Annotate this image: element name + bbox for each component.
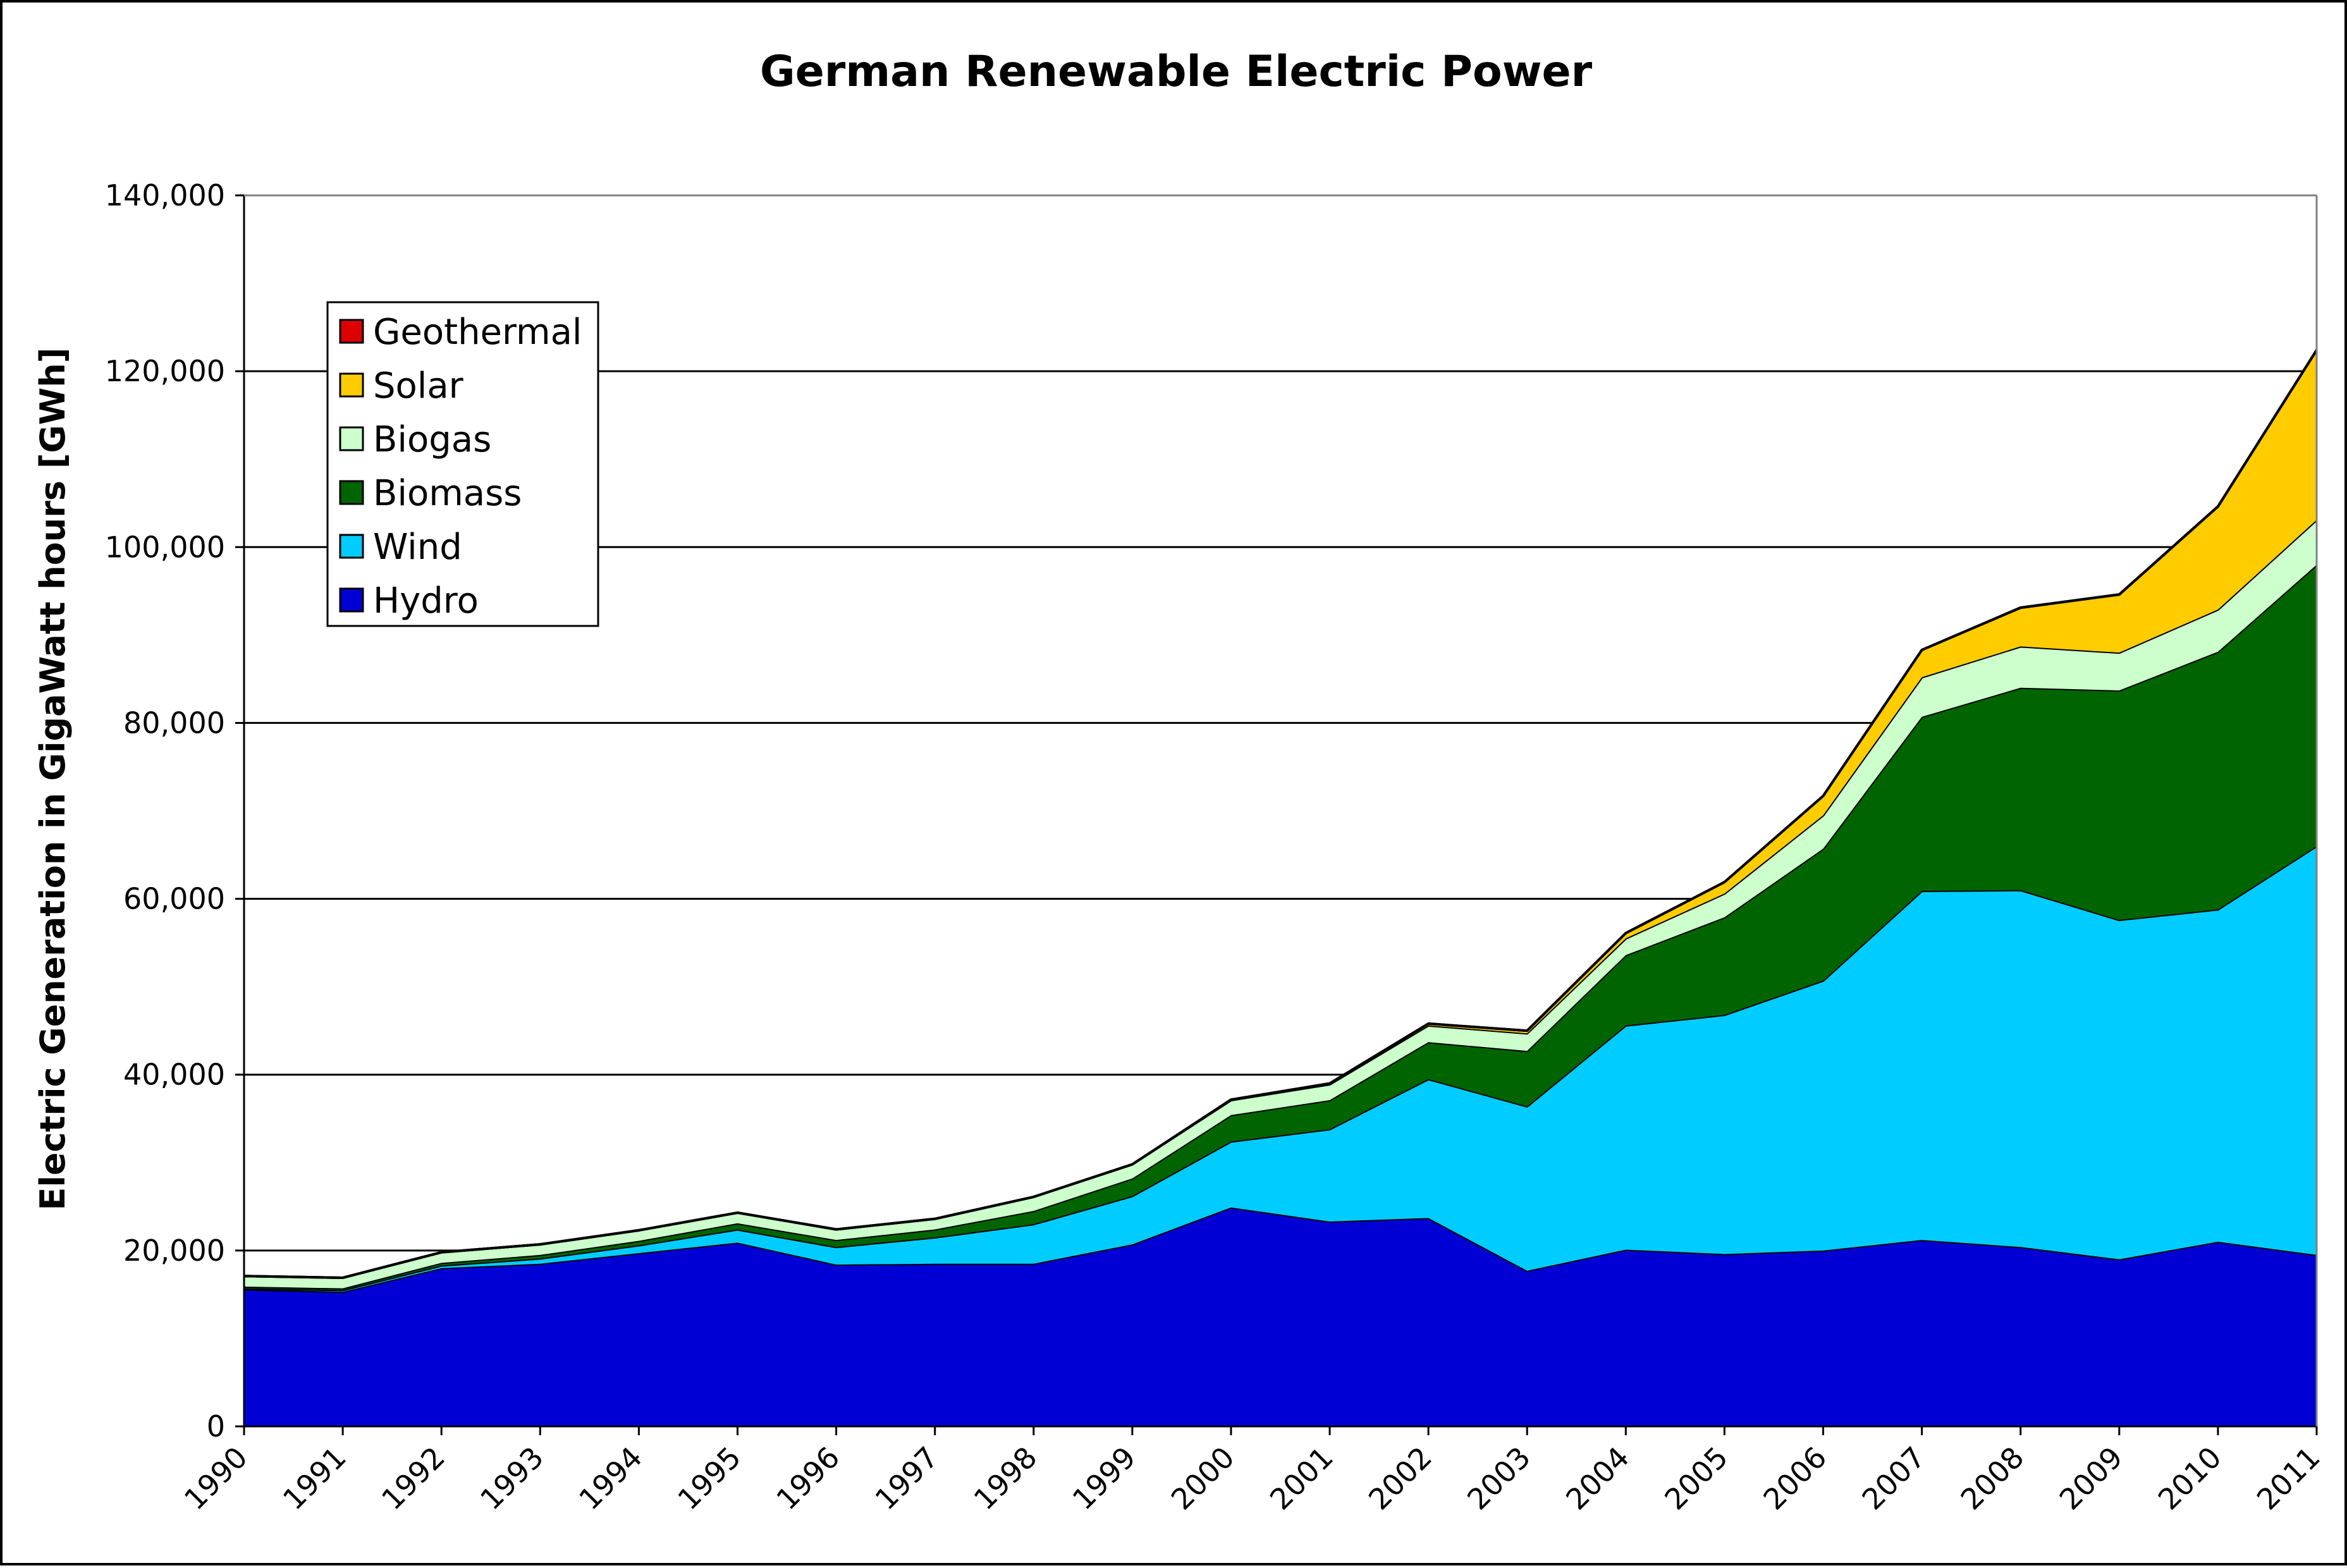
chart-title: German Renewable Electric Power <box>760 47 1593 97</box>
x-tick-label: 1999 <box>1066 1440 1143 1517</box>
legend: Geothermal Solar Biogas Biomass Wind Hydro <box>326 301 599 627</box>
x-tick-label: 1997 <box>868 1440 945 1517</box>
legend-swatch-biomass <box>339 480 364 505</box>
legend-label-hydro: Hydro <box>373 580 479 622</box>
y-tick-label: 40,000 <box>123 1058 225 1092</box>
x-tick-label: 2000 <box>1165 1440 1241 1517</box>
y-tick-label: 140,000 <box>105 178 225 212</box>
y-tick-label: 120,000 <box>105 354 225 388</box>
legend-label-solar: Solar <box>373 365 464 407</box>
series-outline-geothermal <box>243 349 2318 1279</box>
x-tick-label: 1998 <box>967 1440 1044 1517</box>
x-tick-label: 2007 <box>1855 1440 1932 1517</box>
legend-box <box>326 301 599 627</box>
y-tick-label: 60,000 <box>123 882 225 916</box>
x-tick-label: 2009 <box>2053 1440 2129 1517</box>
legend-swatch-solar <box>339 372 364 398</box>
y-tick-label: 0 <box>207 1409 225 1443</box>
x-tick-label: 1996 <box>769 1440 846 1517</box>
legend-swatch-biogas <box>339 426 364 451</box>
series-area-wind <box>244 846 2317 1292</box>
x-tick-labels: 1990 1991 1992 1993 1994 1995 1996 1997 1998 1999… <box>178 1440 2327 1517</box>
axes <box>235 194 2318 1435</box>
x-tick-label: 2011 <box>2250 1440 2327 1517</box>
y-tick-labels: 0 20,000 40,000 60,000 80,000 100,000 120,000 1… <box>105 178 225 1443</box>
legend-label-geothermal: Geothermal <box>373 312 582 353</box>
x-tick-label: 2008 <box>1954 1440 2031 1517</box>
y-tick-label: 80,000 <box>123 706 225 740</box>
x-tick-label: 1995 <box>671 1440 747 1517</box>
x-tick-label: 1993 <box>474 1440 550 1517</box>
x-tick-label: 2004 <box>1559 1440 1636 1517</box>
x-tick-label: 1990 <box>178 1440 254 1517</box>
legend-swatch-hydro <box>339 587 364 613</box>
stacked-area-chart: German Renewable Electric Power 0 20,000 4… <box>33 47 2327 1517</box>
x-tick-label: 2006 <box>1756 1440 1833 1517</box>
legend-label-biomass: Biomass <box>373 473 522 514</box>
x-tick-label: 2001 <box>1263 1440 1340 1517</box>
y-tick-label: 100,000 <box>105 530 225 564</box>
x-tick-label: 1991 <box>276 1440 353 1517</box>
legend-label-wind: Wind <box>373 527 462 568</box>
x-tick-label: 1992 <box>375 1440 451 1517</box>
x-tick-label: 2005 <box>1658 1440 1734 1517</box>
x-tick-label: 2010 <box>2152 1440 2228 1517</box>
x-tick-label: 1994 <box>572 1440 649 1517</box>
series-area-hydro <box>244 1207 2317 1426</box>
x-tick-label: 2003 <box>1461 1440 1537 1517</box>
x-tick-label: 2002 <box>1362 1440 1438 1517</box>
legend-swatch-geothermal <box>339 319 364 344</box>
area-series <box>243 349 2318 1426</box>
legend-swatch-wind <box>339 534 364 559</box>
y-axis-label: Electric Generation in GigaWatt hours [G… <box>33 348 73 1211</box>
legend-label-biogas: Biogas <box>373 419 491 460</box>
y-tick-label: 20,000 <box>123 1234 225 1268</box>
